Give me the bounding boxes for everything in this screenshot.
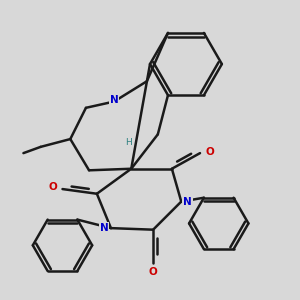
Text: O: O [49,182,58,193]
Text: O: O [149,267,158,277]
Text: H: H [125,138,131,147]
Text: O: O [205,147,214,157]
Text: N: N [100,223,108,233]
Text: N: N [110,95,118,105]
Text: N: N [183,196,192,207]
